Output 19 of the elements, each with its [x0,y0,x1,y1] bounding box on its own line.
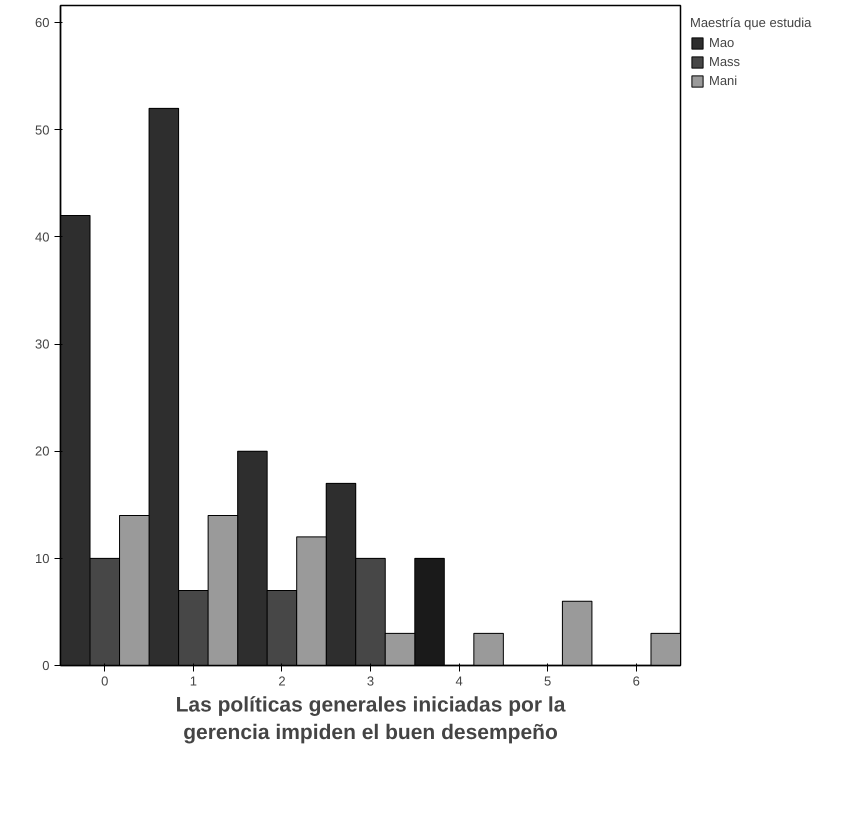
x-tick-label: 3 [366,674,374,688]
y-tick-label: 0 [42,658,50,673]
x-tick-label: 4 [455,674,463,688]
legend-label: Mani [709,73,738,88]
y-tick-label: 40 [35,229,50,244]
y-tick-label: 60 [35,15,50,30]
x-tick-label: 5 [544,674,552,688]
x-tick-label: 0 [101,674,108,688]
x-axis-title: Las políticas generales iniciadas por la gerencia impiden el buen desempeño [176,694,566,744]
x-tick-label: 1 [190,674,197,688]
legend-label: Mao [709,35,734,50]
x-tick-label: 2 [278,674,286,688]
y-tick-label: 10 [35,550,50,566]
y-tick-label: 50 [35,122,50,138]
x-tick-label: 6 [632,674,640,688]
legend-label: Mass [709,54,740,69]
y-tick-label: 30 [35,336,50,352]
y-tick-label: 20 [35,444,50,459]
legend-title: Maestría que estudia [690,15,812,30]
